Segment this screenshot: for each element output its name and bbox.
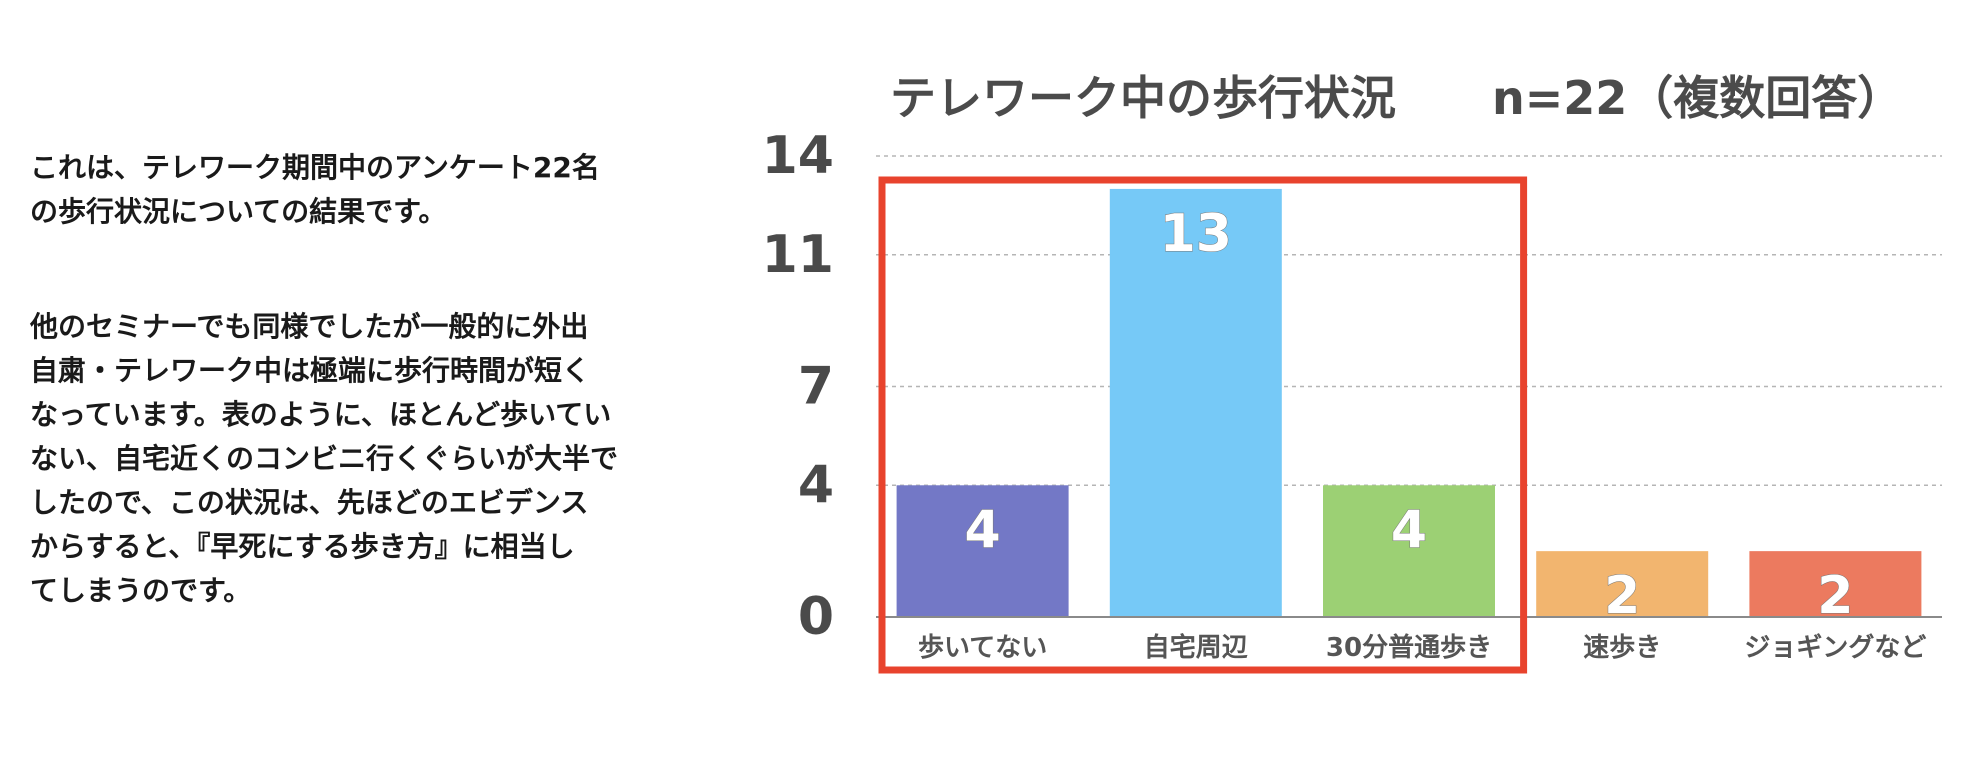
bar	[1749, 551, 1922, 617]
y-tick-label: 14	[762, 126, 834, 186]
bar	[1536, 551, 1709, 617]
highlight-box	[878, 176, 1528, 674]
explanation-paragraph: 他のセミナーでも同様でしたが一般的に外出 自粛・テレワーク中は極端に歩行時間が短…	[30, 310, 619, 607]
data-label: 13	[1160, 204, 1232, 264]
x-tick-label: 歩いてない	[918, 633, 1047, 663]
bar	[1109, 188, 1282, 617]
x-tick-label: ジョギングなど	[1744, 633, 1926, 663]
x-tick-label: 自宅周辺	[1144, 632, 1248, 663]
y-tick-label: 7	[798, 357, 834, 417]
x-tick-label: 30分普通歩き	[1326, 632, 1492, 663]
bar	[896, 485, 1069, 617]
y-tick-label: 0	[798, 587, 834, 647]
y-tick-label: 11	[762, 225, 834, 285]
intro-paragraph: これは、テレワーク期間中のアンケート22名 の歩行状況についての結果です。	[30, 151, 600, 228]
bar	[1323, 485, 1495, 617]
chart-subtitle: n=22（複数回答）	[1492, 71, 1904, 125]
x-tick-label: 速歩き	[1583, 633, 1661, 663]
chart-title-row: テレワーク中の歩行状況 n=22（複数回答）	[890, 62, 1903, 128]
chart-title: テレワーク中の歩行状況	[890, 71, 1396, 125]
y-tick-label: 4	[798, 455, 834, 515]
data-label: 4	[1391, 500, 1427, 560]
data-label: 4	[965, 500, 1001, 560]
